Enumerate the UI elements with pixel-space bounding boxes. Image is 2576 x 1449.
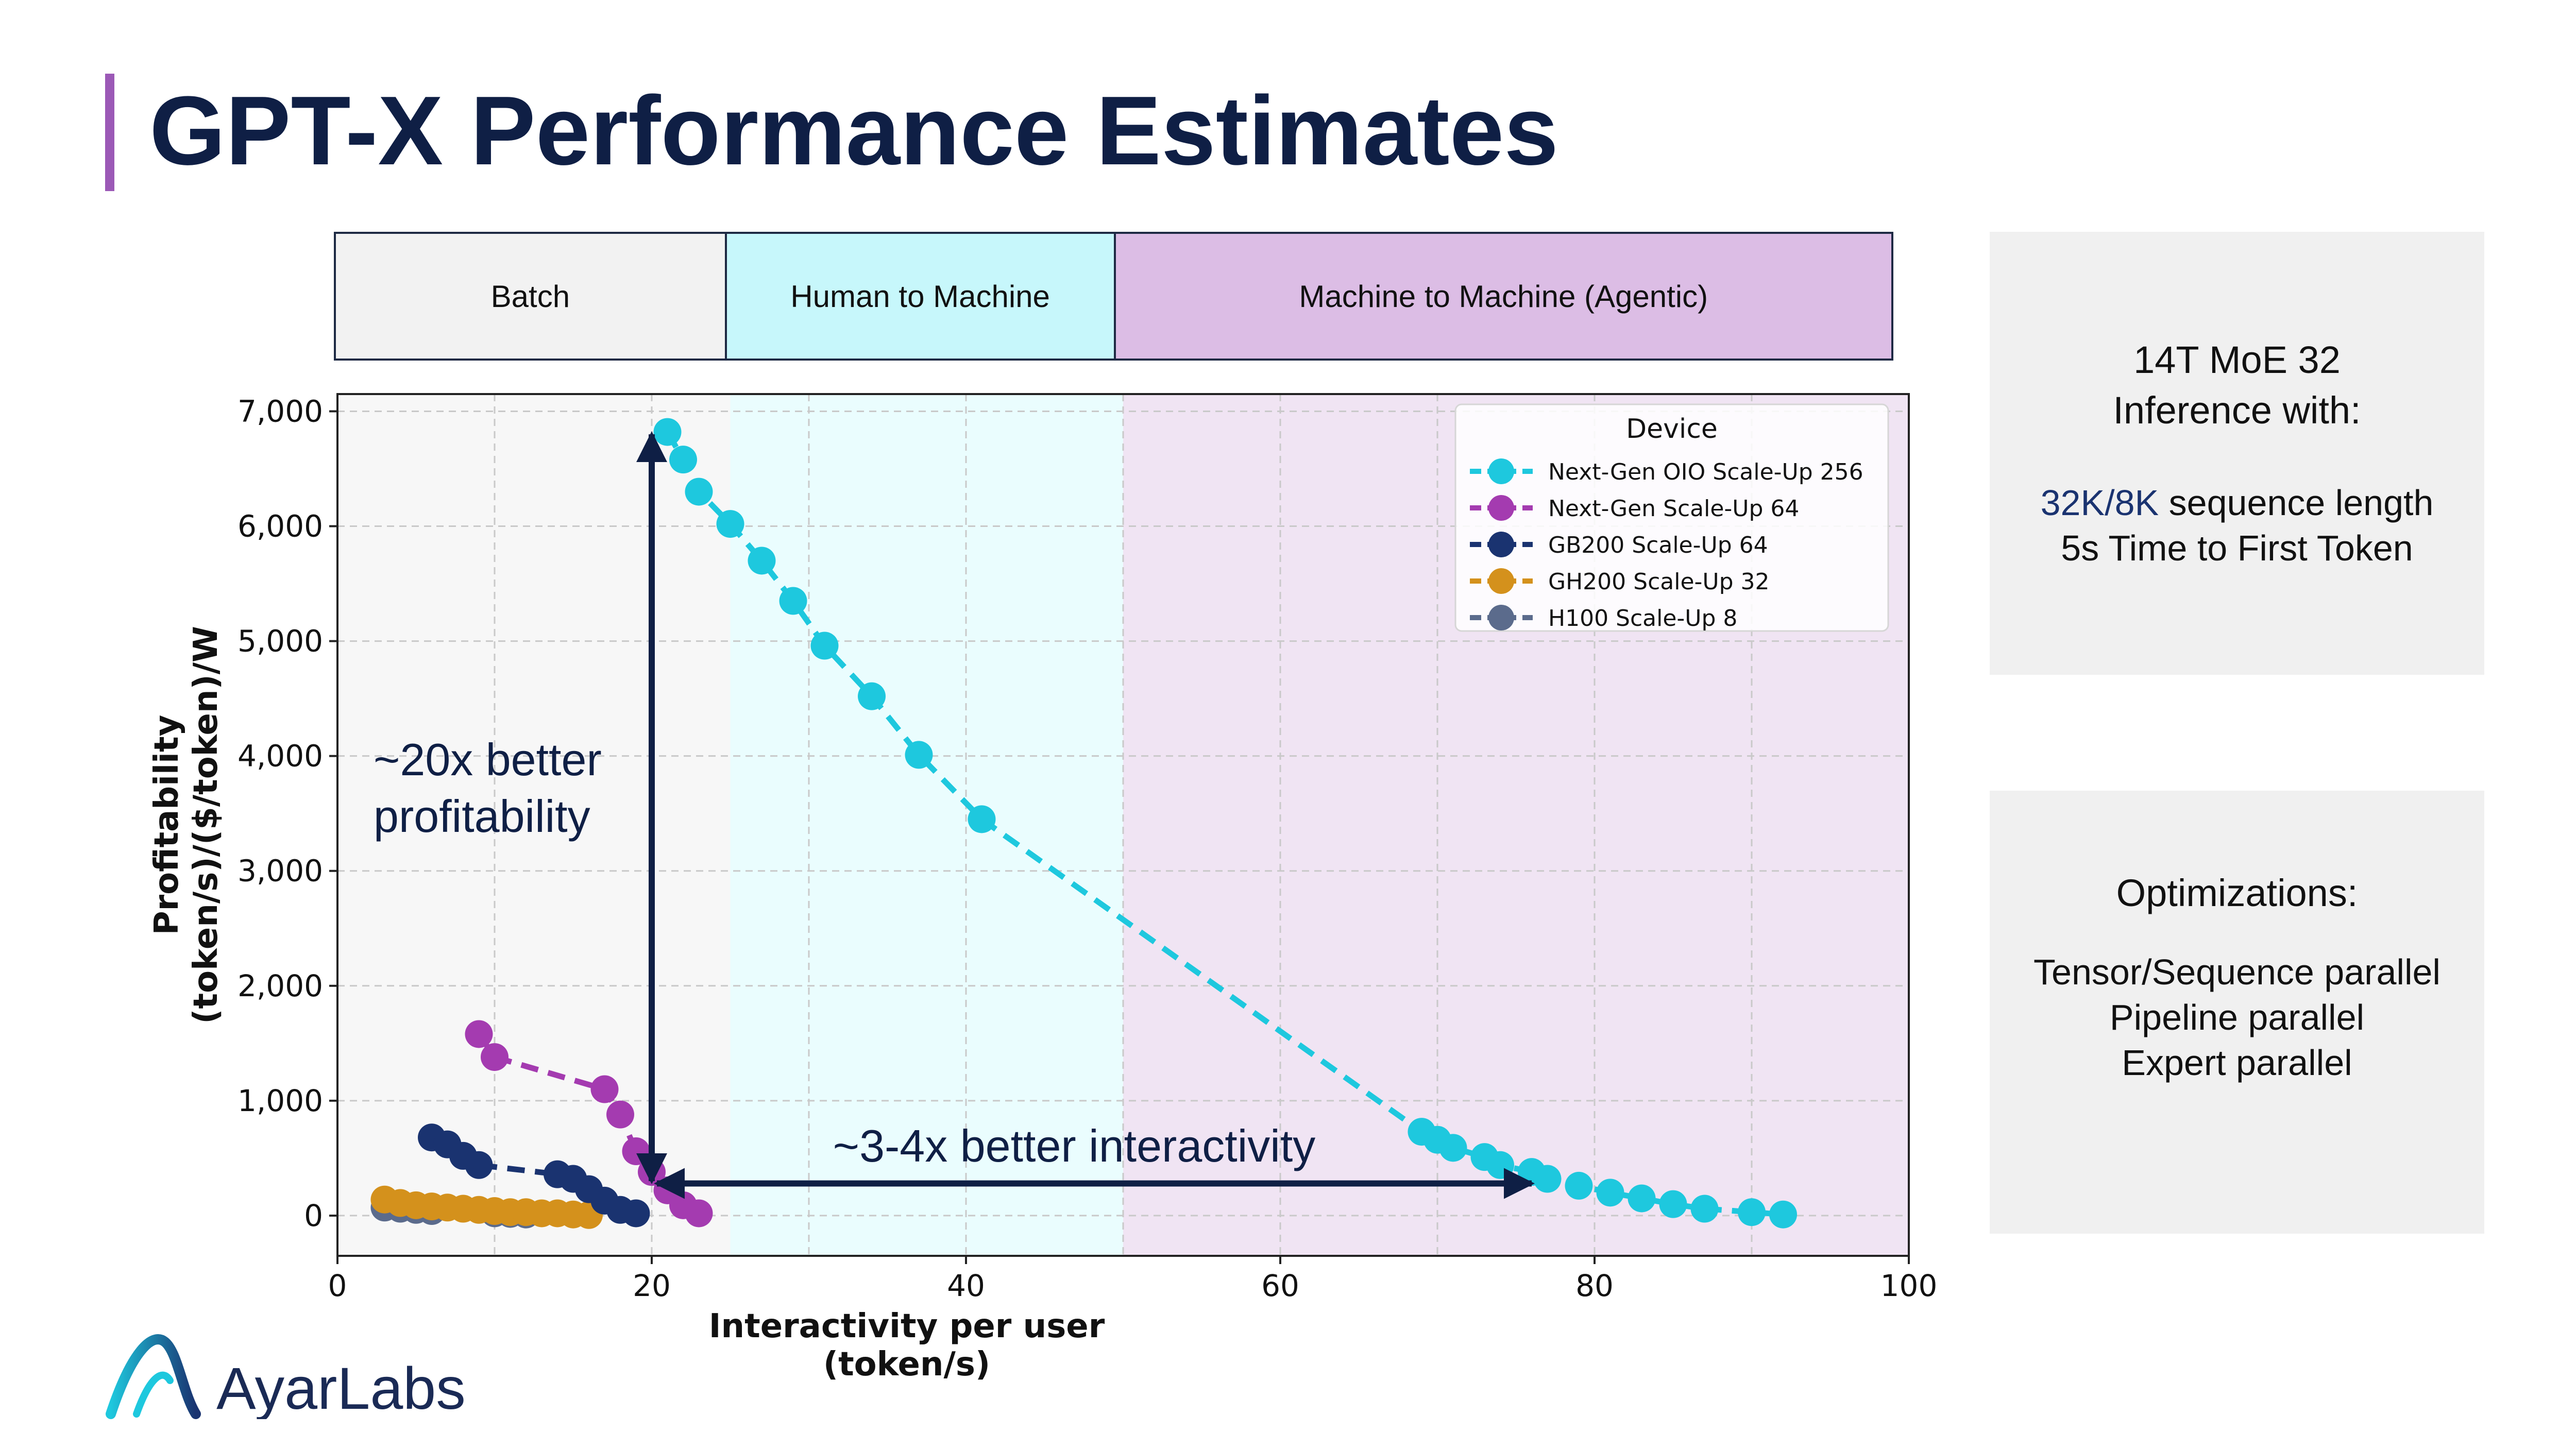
optimizations-panel: Optimizations: Tensor/Sequence parallel …: [1990, 791, 2484, 1234]
legend-entry: Next-Gen Scale-Up 64: [1548, 496, 1799, 522]
data-point: [685, 1199, 713, 1228]
y-tick-label: 4,000: [238, 739, 323, 774]
data-point: [1659, 1190, 1687, 1218]
data-point: [465, 1151, 493, 1179]
sequence-length-value: 32K/8K: [2040, 483, 2159, 523]
series-3: [370, 1185, 603, 1229]
data-point: [858, 682, 886, 710]
x-tick-label: 60: [1261, 1268, 1299, 1303]
legend-entry: GH200 Scale-Up 32: [1548, 569, 1770, 595]
y-tick-label: 1,000: [238, 1083, 323, 1118]
model-name: 14T MoE 32: [2133, 338, 2341, 381]
page-title: GPT-X Performance Estimates: [149, 76, 1558, 185]
model-info-panel: 14T MoE 32 Inference with: 32K/8K sequen…: [1990, 232, 2484, 675]
data-point: [1439, 1134, 1467, 1162]
x-tick-label: 100: [1880, 1268, 1938, 1303]
data-point: [622, 1199, 650, 1228]
y-axis-label: Profitability (token/s)/($/token)/W: [148, 626, 225, 1024]
data-point: [968, 805, 996, 833]
y-tick-label: 0: [304, 1198, 323, 1233]
data-point: [716, 510, 744, 538]
region-human-label: Human to Machine: [790, 279, 1050, 314]
data-point: [1738, 1198, 1766, 1226]
x-tick-label: 40: [947, 1268, 985, 1303]
region-human-to-machine: Human to Machine: [724, 234, 1114, 359]
data-point: [1769, 1200, 1797, 1229]
data-point: [905, 741, 933, 769]
data-point: [1628, 1184, 1656, 1213]
plot-frame: [336, 393, 1910, 1257]
optimizations-heading: Optimizations:: [2116, 872, 2358, 914]
profitability-annotation: ~20x better: [374, 734, 602, 785]
legend-swatch-marker: [1488, 495, 1514, 521]
series-2: [418, 1123, 650, 1228]
region-batch-label: Batch: [490, 279, 570, 314]
x-tick-label: 0: [328, 1268, 347, 1303]
data-point: [590, 1075, 619, 1103]
plot-band: [730, 394, 1123, 1256]
data-point: [810, 632, 839, 660]
title-accent-bar: [105, 74, 114, 191]
inference-label: Inference with:: [2113, 389, 2361, 432]
data-point: [1486, 1151, 1514, 1179]
data-point: [1533, 1165, 1562, 1193]
region-header: Batch Human to Machine Machine to Machin…: [334, 232, 1893, 361]
legend-entry: H100 Scale-Up 8: [1548, 605, 1737, 632]
region-agentic: Machine to Machine (Agentic): [1113, 234, 1891, 359]
sequence-length: 32K/8K sequence length: [1990, 480, 2484, 525]
data-point: [481, 1043, 509, 1071]
y-tick-label: 5,000: [238, 624, 323, 659]
data-point: [653, 418, 682, 446]
region-agentic-label: Machine to Machine (Agentic): [1299, 279, 1708, 314]
data-point: [1596, 1179, 1624, 1207]
y-axis-label-line: (token/s)/($/token)/W: [187, 626, 225, 1024]
data-point: [606, 1100, 634, 1129]
legend-swatch-marker: [1488, 605, 1514, 630]
data-point: [465, 1020, 493, 1048]
legend-entry: Next-Gen OIO Scale-Up 256: [1548, 459, 1863, 485]
logo-mark-accent-icon: [133, 1371, 174, 1418]
logo-mark-icon: [106, 1334, 201, 1419]
y-tick-label: 7,000: [238, 394, 323, 429]
x-tick-label: 80: [1575, 1268, 1614, 1303]
legend-title: Device: [1626, 414, 1718, 445]
legend-box: [1454, 403, 1889, 632]
data-point: [1565, 1171, 1593, 1200]
optimization-item: Pipeline parallel: [2109, 997, 2365, 1037]
y-tick-label: 3,000: [238, 854, 323, 889]
x-axis-label: Interactivity per user: [709, 1307, 1105, 1345]
ayarlabs-logo: AyarLabs: [106, 1334, 466, 1419]
time-to-first-token: 5s Time to First Token: [2061, 528, 2413, 568]
data-point: [748, 547, 776, 575]
optimization-item: Tensor/Sequence parallel: [2033, 952, 2441, 992]
x-tick-label: 20: [633, 1268, 671, 1303]
data-point: [1690, 1195, 1719, 1223]
optimization-item: Expert parallel: [2122, 1043, 2352, 1083]
data-point: [685, 478, 713, 506]
y-axis-label-line: Profitability: [148, 715, 186, 935]
region-batch: Batch: [336, 234, 725, 359]
interactivity-annotation: ~3-4x better interactivity: [833, 1120, 1316, 1171]
legend-swatch-marker: [1488, 458, 1514, 484]
data-point: [779, 587, 807, 615]
logo-text: AyarLabs: [216, 1356, 466, 1419]
data-point: [669, 446, 697, 474]
profitability-annotation: profitability: [374, 791, 590, 842]
y-tick-label: 6,000: [238, 509, 323, 544]
legend-swatch-marker: [1488, 532, 1514, 557]
legend-swatch-marker: [1488, 568, 1514, 594]
sequence-length-text: sequence length: [2159, 483, 2434, 523]
legend-entry: GB200 Scale-Up 64: [1548, 532, 1768, 558]
x-axis-label: (token/s): [823, 1345, 990, 1384]
y-tick-label: 2,000: [238, 968, 323, 1003]
